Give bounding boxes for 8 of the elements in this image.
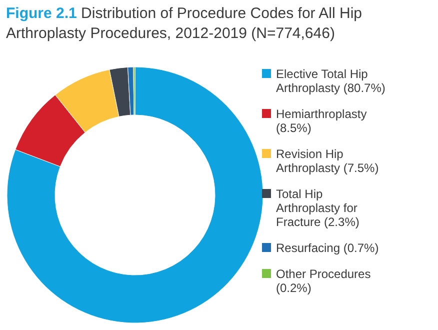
legend-label: Total Hip Arthroplasty for Fracture (2.3%) (276, 187, 360, 229)
legend-label: Revision Hip Arthroplasty (7.5%) (276, 147, 379, 175)
legend-label: Elective Total Hip Arthroplasty (80.7%) (276, 67, 386, 95)
legend-label: Resurfacing (0.7%) (276, 241, 379, 255)
legend-label: Hemiarthroplasty (8.5%) (276, 107, 367, 135)
legend-label: Other Procedures (0.2%) (276, 267, 371, 295)
chart-title: Figure 2.1 Distribution of Procedure Codes for All Hip Arthroplasty Procedures, 2012-2019 (N=774,646) (6, 5, 362, 42)
donut-slice (6, 66, 264, 324)
